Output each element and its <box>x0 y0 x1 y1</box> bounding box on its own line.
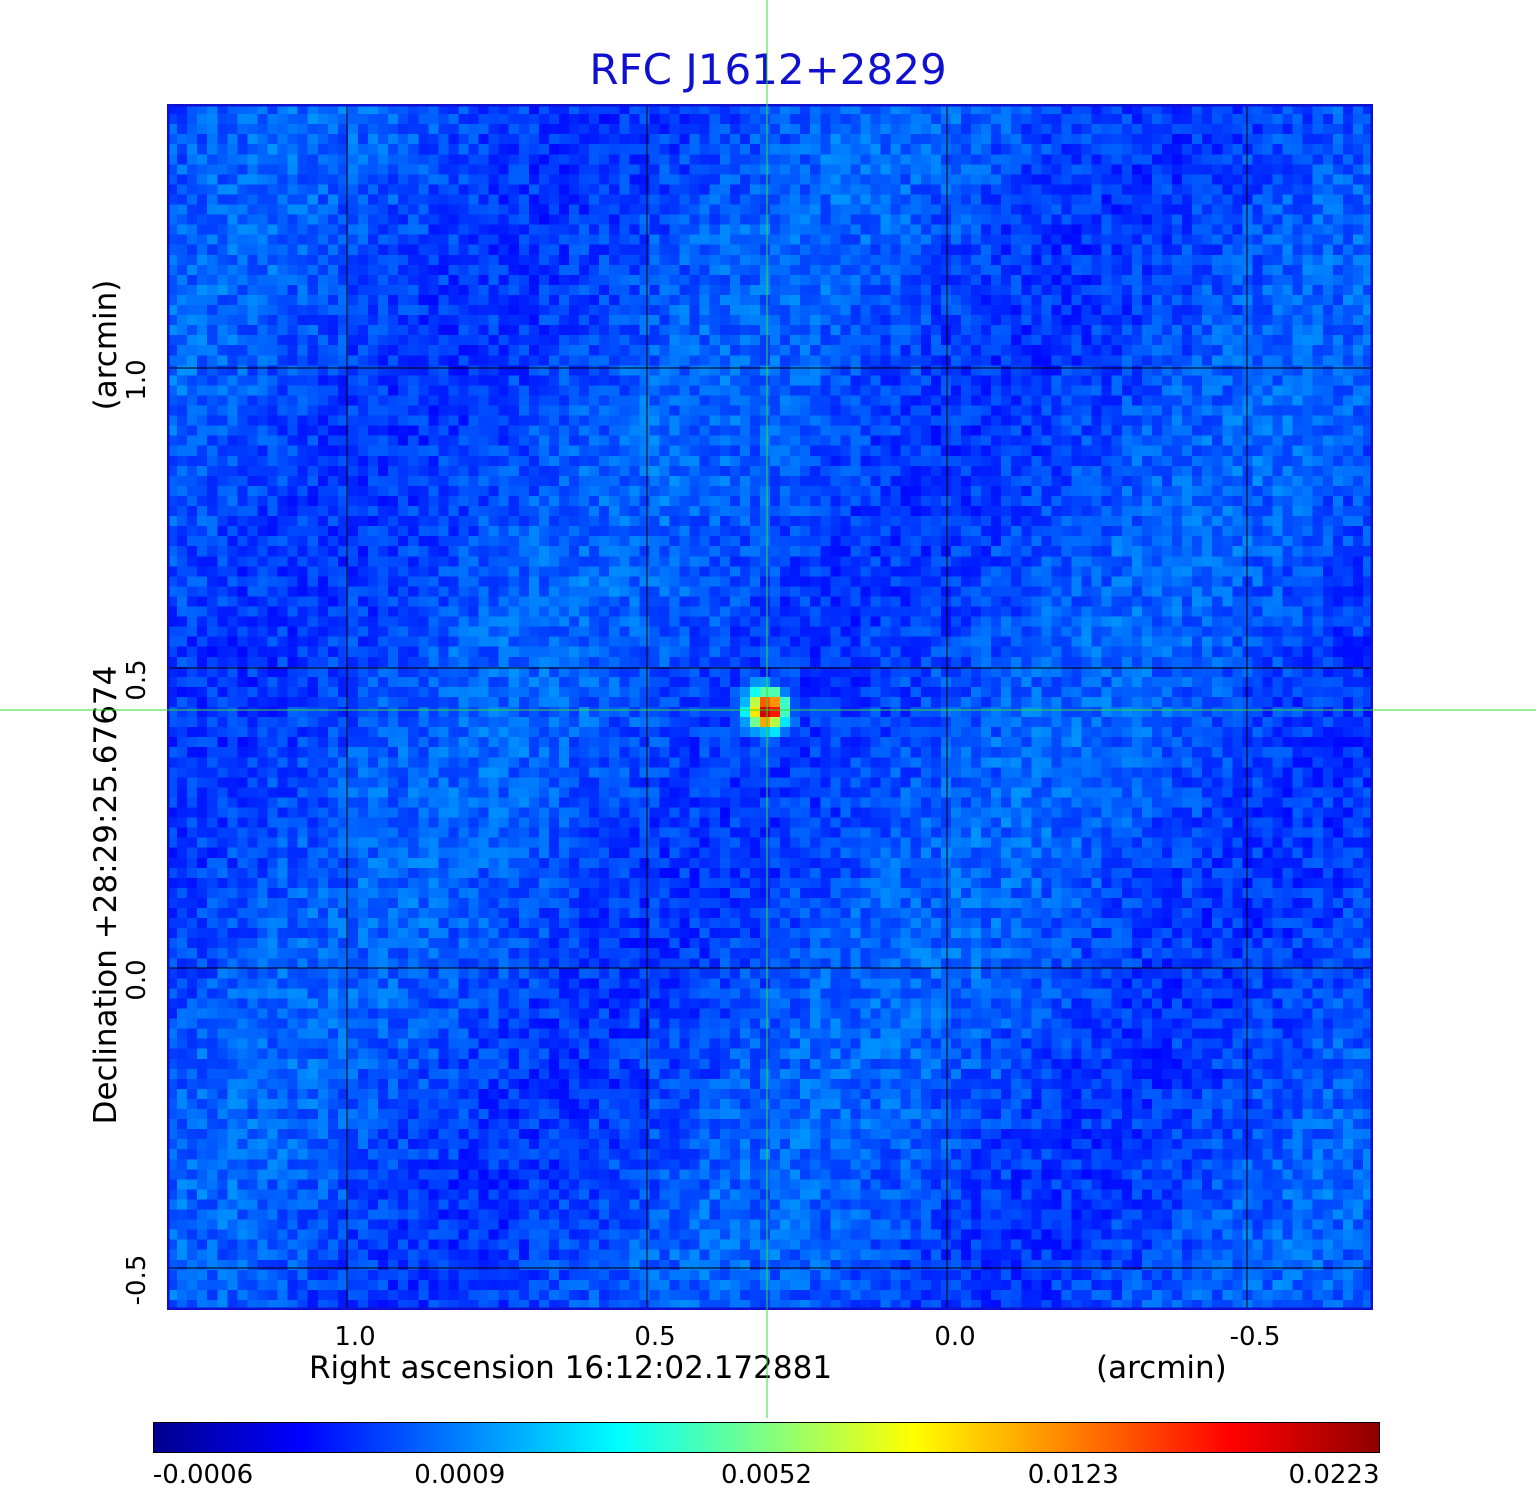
x-axis-label: Right ascension 16:12:02.172881 <box>309 1350 833 1386</box>
colorbar-tick-label: 0.0223 <box>1288 1460 1380 1490</box>
x-tick-label: 1.0 <box>334 1322 376 1352</box>
y-axis-label: Declination +28:29:25.67674 <box>88 665 124 1125</box>
image-plot-area[interactable] <box>167 104 1373 1310</box>
y-axis-unit: (arcmin) <box>88 279 124 411</box>
y-tick-label: -0.5 <box>122 1254 152 1306</box>
colorbar-tick-label: -0.0006 <box>152 1460 254 1490</box>
y-tick-label: 1.0 <box>122 359 152 401</box>
colorbar-tick-label: 0.0123 <box>1027 1460 1119 1490</box>
x-tick-label: 0.5 <box>634 1322 676 1352</box>
y-tick-label: 0.0 <box>122 959 152 1001</box>
colorbar <box>153 1422 1380 1453</box>
x-axis-unit: (arcmin) <box>1096 1350 1227 1386</box>
y-tick-label: 0.5 <box>122 659 152 701</box>
intensity-heatmap <box>167 104 1373 1310</box>
x-tick-label: 0.0 <box>934 1322 976 1352</box>
plot-overlay <box>167 104 1373 1310</box>
colorbar-tick-label: 0.0052 <box>721 1460 812 1490</box>
plot-frame <box>167 104 1373 1310</box>
x-tick-label: -0.5 <box>1229 1322 1281 1352</box>
chart-title: RFC J1612+2829 <box>589 45 947 94</box>
colorbar-tick-label: 0.0009 <box>414 1460 506 1490</box>
